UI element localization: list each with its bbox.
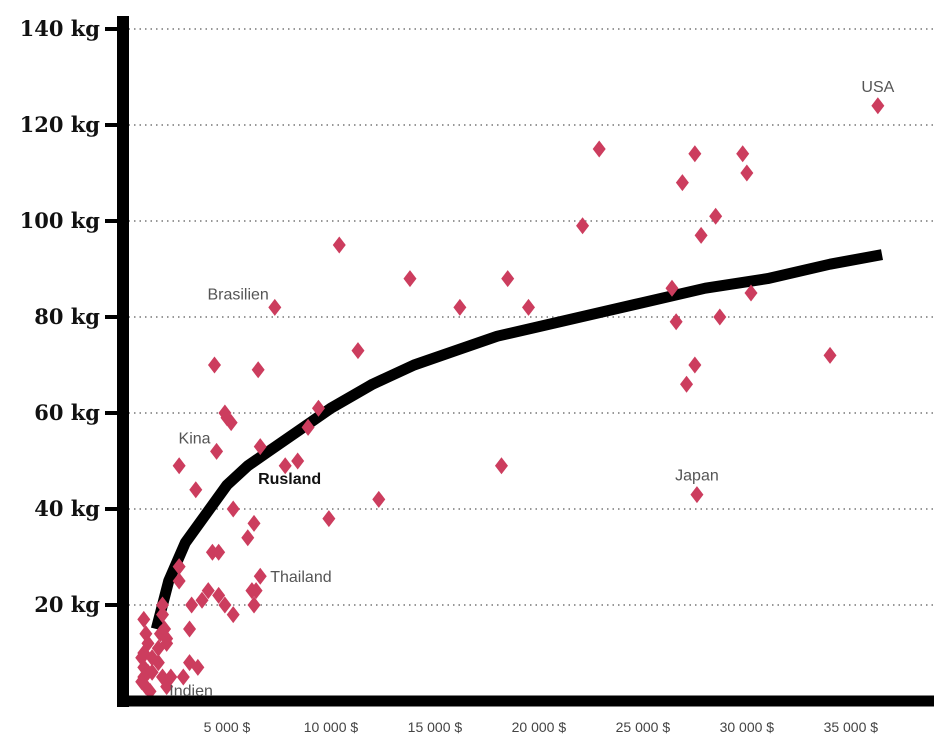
data-point <box>268 298 282 316</box>
data-point <box>665 279 679 297</box>
data-point <box>690 486 704 504</box>
data-point <box>688 356 702 374</box>
data-point <box>332 236 346 254</box>
data-point <box>501 270 515 288</box>
data-point <box>247 596 261 614</box>
data-point <box>207 356 221 374</box>
annotation-label: Kina <box>179 430 211 447</box>
trend-line <box>150 249 883 631</box>
data-point <box>675 174 689 192</box>
annotation-label: Japan <box>675 468 719 485</box>
data-point <box>740 164 754 182</box>
data-point <box>151 654 165 672</box>
data-point <box>251 361 265 379</box>
data-point <box>189 481 203 499</box>
data-point <box>201 582 215 600</box>
data-point <box>212 543 226 561</box>
data-point <box>576 217 590 235</box>
data-point <box>249 582 263 600</box>
annotation-label: USA <box>861 79 894 96</box>
data-point <box>713 308 727 326</box>
data-point <box>247 514 261 532</box>
y-tick-label: 40 kg <box>34 496 100 521</box>
data-point <box>218 596 232 614</box>
x-axis-ticks: 5 000 $ 10 000 $ 15 000 $ 20 000 $ 25 000 $ 3… <box>204 719 879 735</box>
annotation-label: Rusland <box>258 471 321 488</box>
data-point <box>164 668 178 686</box>
data-point <box>669 313 683 331</box>
axes <box>117 16 934 707</box>
data-point <box>301 418 315 436</box>
data-point <box>226 500 240 518</box>
data-point <box>183 620 197 638</box>
data-point <box>494 457 508 475</box>
x-tick-label: 20 000 $ <box>512 719 567 735</box>
data-point <box>709 207 723 225</box>
data-point <box>823 346 837 364</box>
data-point <box>744 284 758 302</box>
x-tick-label: 30 000 $ <box>720 719 775 735</box>
data-point <box>453 298 467 316</box>
data-point <box>680 375 694 393</box>
x-tick-label: 25 000 $ <box>616 719 671 735</box>
y-tick-label: 80 kg <box>34 304 100 329</box>
data-point <box>172 457 186 475</box>
y-axis-ticks: 20 kg 40 kg 60 kg 80 kg 100 kg 120 kg 140 kg <box>20 16 123 617</box>
data-point <box>191 658 205 676</box>
data-point <box>156 606 170 624</box>
data-point <box>210 442 224 460</box>
data-point <box>403 270 417 288</box>
gridlines <box>123 28 934 606</box>
data-point <box>871 97 885 115</box>
data-point <box>694 226 708 244</box>
annotation-label: Indien <box>169 683 213 700</box>
data-point <box>185 596 199 614</box>
data-point <box>145 663 159 681</box>
data-point <box>195 591 209 609</box>
y-tick-label: 140 kg <box>20 16 101 41</box>
y-tick-label: 120 kg <box>20 112 101 137</box>
data-point <box>278 457 292 475</box>
data-point <box>522 298 535 316</box>
data-point <box>372 490 386 508</box>
x-tick-label: 15 000 $ <box>408 719 463 735</box>
data-point <box>156 596 170 614</box>
annotations: USA Brasilien Kina Rusland Japan Thailand Indi… <box>169 79 894 700</box>
data-point <box>322 510 336 528</box>
data-point <box>291 452 305 470</box>
data-point <box>253 438 267 456</box>
data-point <box>172 572 186 590</box>
y-tick-label: 60 kg <box>34 400 100 425</box>
data-point <box>172 558 186 576</box>
data-point <box>212 586 226 604</box>
data-point <box>688 145 702 163</box>
x-tick-label: 5 000 $ <box>204 719 251 735</box>
x-tick-label: 10 000 $ <box>304 719 359 735</box>
annotation-label: Brasilien <box>207 286 268 303</box>
data-point <box>226 606 240 624</box>
data-point <box>736 145 750 163</box>
y-tick-label: 100 kg <box>20 208 101 233</box>
data-point <box>160 630 174 648</box>
data-point <box>351 342 365 360</box>
data-point <box>176 668 190 686</box>
y-tick-label: 20 kg <box>34 592 100 617</box>
data-points <box>135 97 885 700</box>
data-point <box>224 414 238 432</box>
annotation-label: Thailand <box>270 569 331 586</box>
data-point <box>241 529 255 547</box>
data-point <box>253 567 267 585</box>
trend-layer <box>150 249 883 631</box>
data-point <box>311 399 325 417</box>
data-point <box>592 140 606 158</box>
x-tick-label: 35 000 $ <box>824 719 879 735</box>
data-point <box>137 610 151 628</box>
